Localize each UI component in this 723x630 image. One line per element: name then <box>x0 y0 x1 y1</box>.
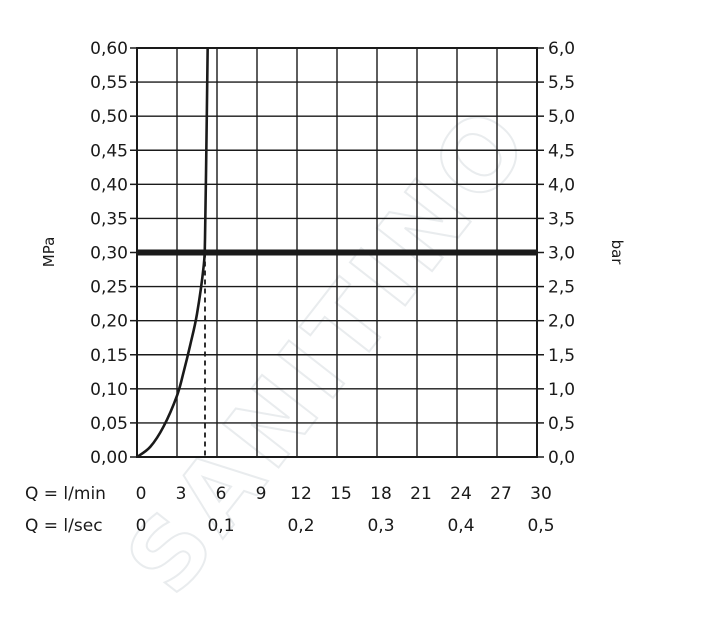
y-ticks-left: 0,00 0,05 0,10 0,15 0,20 0,25 0,30 0,35 0,40 0,45… <box>90 39 137 468</box>
x-tick-label-lsec: 0,2 <box>287 516 314 536</box>
y-tick-label-left: 0,05 <box>90 414 128 434</box>
x-tick-label-lmin: 24 <box>450 484 472 504</box>
reference-layer <box>137 249 537 457</box>
y-tick-label-right: 6,0 <box>548 39 575 59</box>
series-layer <box>136 47 209 459</box>
x-tick-label-lsec: 0,3 <box>367 516 394 536</box>
y-axis-title-right: bar <box>608 240 626 266</box>
y-ticks-right: 0,0 0,5 1,0 1,5 2,0 2,5 3,0 3,5 4,0 4,5 5,0 5,5 6,0 <box>537 39 575 468</box>
y-tick-label-left: 0,35 <box>90 209 128 229</box>
x-tick-label-lmin: 6 <box>216 484 227 504</box>
y-axis-title-left: MPa <box>40 237 58 268</box>
x-tick-label-lmin: 12 <box>290 484 312 504</box>
watermark-text: SANITINO <box>105 83 554 614</box>
y-tick-label-right: 0,0 <box>548 448 575 468</box>
x-tick-label-lmin: 0 <box>136 484 147 504</box>
y-tick-label-left: 0,30 <box>90 244 128 264</box>
y-tick-label-right: 5,0 <box>548 107 575 127</box>
y-tick-label-left: 0,60 <box>90 39 128 59</box>
x-row2-label: Q = l/sec <box>25 516 103 536</box>
y-tick-label-right: 1,5 <box>548 346 575 366</box>
x-tick-label-lsec: 0,1 <box>207 516 234 536</box>
y-tick-label-right: 0,5 <box>548 414 575 434</box>
x-tick-label-lmin: 9 <box>256 484 267 504</box>
y-tick-label-left: 0,20 <box>90 312 128 332</box>
x-row1-label: Q = l/min <box>25 484 106 504</box>
y-tick-label-left: 0,25 <box>90 278 128 298</box>
y-tick-label-left: 0,40 <box>90 175 128 195</box>
x-ticks-lmin: 0 3 6 9 12 15 18 21 24 27 30 <box>136 484 552 504</box>
y-tick-label-left: 0,10 <box>90 380 128 400</box>
series-line-0 <box>136 47 209 459</box>
y-tick-label-right: 3,0 <box>548 244 575 264</box>
y-tick-label-right: 5,5 <box>548 73 575 93</box>
x-tick-label-lmin: 27 <box>490 484 512 504</box>
x-tick-label-lmin: 3 <box>176 484 187 504</box>
x-tick-label-lmin: 30 <box>530 484 552 504</box>
x-tick-label-lmin: 21 <box>410 484 432 504</box>
x-tick-label-lsec: 0 <box>136 516 147 536</box>
y-tick-label-right: 2,0 <box>548 312 575 332</box>
y-tick-label-left: 0,15 <box>90 346 128 366</box>
y-tick-label-right: 3,5 <box>548 209 575 229</box>
x-tick-label-lsec: 0,4 <box>447 516 474 536</box>
x-ticks-lsec: 0 0,1 0,2 0,3 0,4 0,5 <box>136 516 555 536</box>
y-tick-label-left: 0,50 <box>90 107 128 127</box>
x-tick-label-lmin: 18 <box>370 484 392 504</box>
y-tick-label-right: 4,5 <box>548 141 575 161</box>
x-tick-label-lmin: 15 <box>330 484 352 504</box>
y-tick-label-left: 0,55 <box>90 73 128 93</box>
y-tick-label-right: 2,5 <box>548 278 575 298</box>
y-tick-label-right: 1,0 <box>548 380 575 400</box>
y-tick-label-left: 0,45 <box>90 141 128 161</box>
x-tick-label-lsec: 0,5 <box>527 516 554 536</box>
y-tick-label-left: 0,00 <box>90 448 128 468</box>
y-tick-label-right: 4,0 <box>548 175 575 195</box>
